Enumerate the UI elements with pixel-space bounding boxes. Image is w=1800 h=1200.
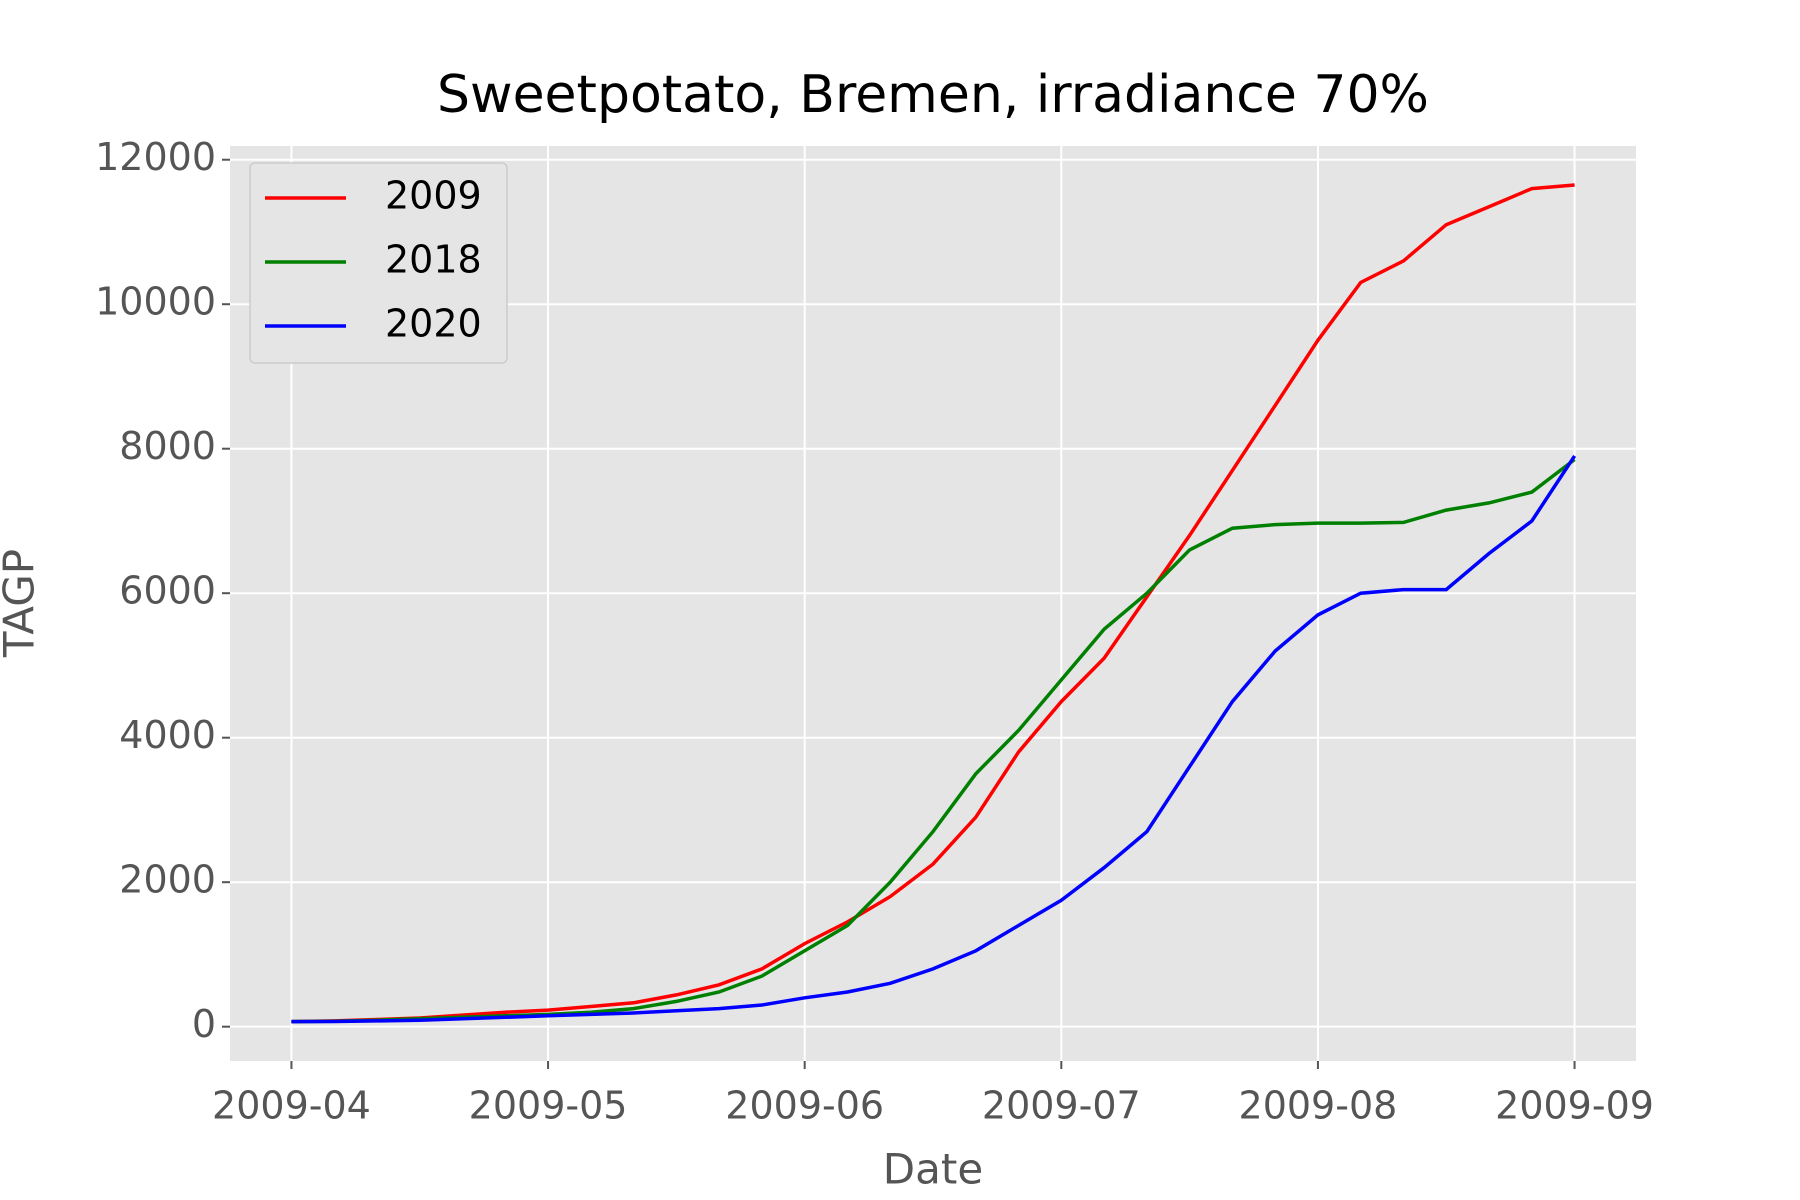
y-tick-label: 6000 bbox=[119, 569, 216, 613]
y-tick-label: 0 bbox=[192, 1002, 216, 1046]
x-tick-label: 2009-09 bbox=[1495, 1084, 1654, 1128]
x-tick-label: 2009-08 bbox=[1239, 1084, 1398, 1128]
x-tick-label: 2009-04 bbox=[212, 1084, 371, 1128]
chart-title: Sweetpotato, Bremen, irradiance 70% bbox=[437, 65, 1429, 125]
y-axis-label: TAGP bbox=[0, 549, 44, 658]
y-tick-label: 12000 bbox=[95, 135, 216, 179]
y-tick-label: 4000 bbox=[119, 713, 216, 757]
legend-label: 2020 bbox=[385, 302, 482, 346]
y-tick-label: 8000 bbox=[119, 424, 216, 468]
x-tick-label: 2009-07 bbox=[982, 1084, 1141, 1128]
legend-label: 2009 bbox=[385, 174, 482, 218]
y-tick-label: 2000 bbox=[119, 858, 216, 902]
line-series bbox=[291, 183, 1575, 1024]
legend-box bbox=[249, 162, 508, 364]
line-series bbox=[291, 454, 1577, 1024]
legend-label: 2018 bbox=[385, 238, 482, 282]
x-tick-label: 2009-06 bbox=[725, 1084, 884, 1128]
x-axis-label: Date bbox=[883, 1145, 983, 1194]
x-tick-label: 2009-05 bbox=[469, 1084, 628, 1128]
y-tick-label: 10000 bbox=[95, 280, 216, 324]
